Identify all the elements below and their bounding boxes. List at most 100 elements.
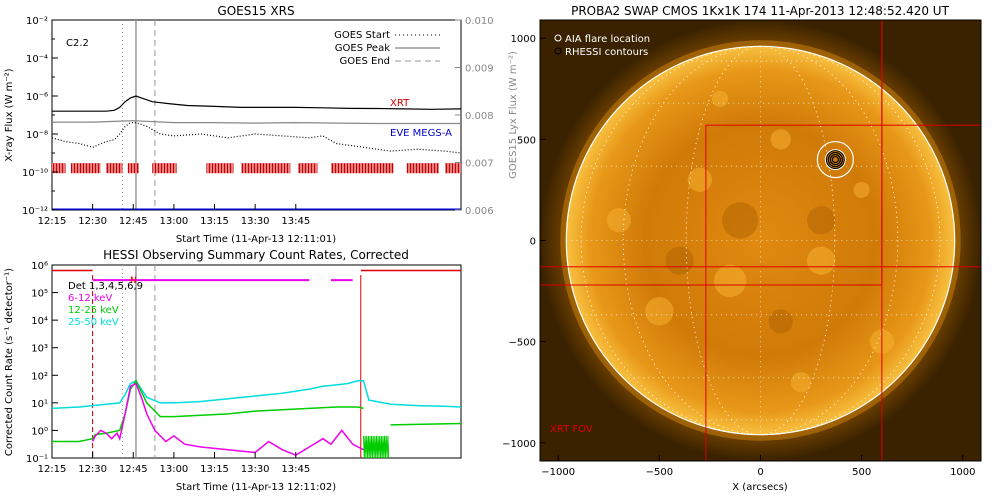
hessi-xtick-label: 12:45 — [119, 464, 148, 475]
goes-y2tick-label: 0.008 — [465, 111, 494, 122]
hessi-xlabel: Start Time (11-Apr-13 12:11:02) — [176, 482, 336, 493]
swap-title: PROBA2 SWAP CMOS 1Kx1K 174 11-Apr-2013 1… — [571, 4, 949, 18]
hessi-xtick-label: 13:45 — [281, 464, 310, 475]
xrt-fov-label: XRT FOV — [550, 424, 593, 435]
hessi-series-0 — [52, 379, 461, 410]
legend-goes-end: GOES End — [340, 56, 390, 67]
goes-annotation: C2.2 — [66, 38, 89, 49]
goes-xtick-label: 13:00 — [159, 216, 188, 227]
xrt-label: XRT — [390, 98, 410, 109]
hessi-ylabel: Corrected Count Rate (s⁻¹ detector⁻¹) — [4, 268, 15, 456]
rhessi-contour — [827, 151, 843, 168]
hessi-ytick-label: 10⁻¹ — [26, 454, 48, 465]
hessi-xtick-label: 12:30 — [78, 464, 107, 475]
goes-xtick-label: 12:15 — [38, 216, 67, 227]
active-region — [853, 181, 870, 199]
active-region — [606, 208, 632, 233]
legend-aia: AIA flare location — [565, 34, 650, 45]
goes-y2tick-label: 0.010 — [465, 16, 494, 27]
goes-ylabel: X-ray Flux (W m⁻²) — [4, 68, 15, 161]
swap-legend: AIA flare location RHESSI contours — [554, 34, 650, 58]
swap-image-panel: PROBA2 SWAP CMOS 1Kx1K 174 11-Apr-2013 1… — [502, 4, 982, 493]
legend-goes-peak: GOES Peak — [335, 43, 390, 54]
active-region — [807, 246, 836, 275]
xrt-bar-2 — [106, 163, 123, 174]
active-region — [645, 297, 674, 326]
hessi-ytick-label: 10⁴ — [31, 316, 48, 327]
xrt-bar-8 — [330, 163, 394, 174]
swap-xtick-label: 0 — [757, 467, 763, 478]
xrt-bar-4 — [152, 163, 177, 174]
goes-ytick-label: 10⁻⁴ — [26, 54, 48, 65]
goes-xrs-panel: GOES15 XRS 10⁻¹² 10⁻¹⁰ 10⁻⁸ 10⁻⁶ 10⁻⁴ 10⁻² 0.… — [4, 4, 519, 245]
hessi-title: HESSI Observing Summary Count Rates, Cor… — [103, 248, 409, 262]
goes-series-0 — [52, 95, 461, 112]
swap-xtick-label: 1000 — [950, 467, 975, 478]
swap-xtick-label: −1000 — [541, 467, 575, 478]
rhessi-contour — [829, 153, 841, 166]
xrt-bar-0 — [52, 163, 66, 174]
goes-series-2 — [52, 120, 461, 125]
swap-xlabel: X (arcsecs) — [732, 482, 788, 493]
legend-rhessi: RHESSI contours — [565, 47, 648, 58]
hessi-series-2 — [91, 382, 364, 457]
legend-12-25: 12-25 keV — [68, 305, 119, 316]
goes-series-1 — [52, 121, 461, 154]
swap-ytick-label: 0 — [530, 237, 536, 248]
swap-ytick-label: −500 — [509, 338, 536, 349]
hessi-ytick-label: 10² — [31, 371, 48, 382]
xrt-bar-6 — [241, 163, 291, 174]
hessi-ytick-label: 10⁰ — [31, 426, 48, 437]
legend-rhessi-symbol — [554, 47, 562, 55]
goes-title: GOES15 XRS — [217, 4, 294, 18]
legend-25-50: 25-50 keV — [68, 317, 119, 328]
legend-aia-symbol — [554, 34, 562, 42]
xrt-fov-box — [540, 20, 883, 286]
dark-region — [768, 309, 793, 334]
goes-y2tick-label: 0.007 — [465, 159, 494, 170]
hessi-legend: Det 1,3,4,5,6,9 6-12 keV 12-25 keV 25-50… — [68, 281, 143, 328]
goes-xtick-label: 13:15 — [200, 216, 229, 227]
goes-ytick-label: 10⁻¹² — [22, 206, 48, 217]
xrt-bar-7 — [298, 163, 318, 174]
hessi-ytick-label: 10³ — [31, 344, 48, 355]
sun-disk — [566, 46, 955, 435]
goes-ytick-label: 10⁻² — [26, 16, 48, 27]
active-region — [713, 264, 747, 298]
hessi-green-tail — [363, 435, 390, 458]
active-region — [687, 167, 712, 192]
hessi-xtick-label: 13:15 — [200, 464, 229, 475]
goes-y2tick-label: 0.009 — [465, 64, 494, 75]
swap-xtick-label: −500 — [646, 467, 673, 478]
eve-label: EVE MEGS-A — [390, 128, 452, 139]
goes-ytick-label: 10⁻⁸ — [26, 130, 48, 141]
hessi-ytick-label: 10¹ — [31, 399, 48, 410]
goes-xtick-label: 12:45 — [119, 216, 148, 227]
hessi-ytick-label: 10⁶ — [31, 261, 48, 272]
goes-xtick-label: 12:30 — [78, 216, 107, 227]
goes-y2tick-label: 0.006 — [465, 206, 494, 217]
xrt-bar-9 — [406, 163, 440, 174]
swap-ytick-label: −1000 — [502, 439, 536, 450]
goes-ytick-label: 10⁻⁶ — [26, 92, 48, 103]
goes-xtick-label: 13:30 — [241, 216, 270, 227]
lon-line — [685, 45, 836, 436]
legend-det: Det 1,3,4,5,6,9 — [68, 281, 143, 292]
hessi-green-tail-line — [390, 422, 461, 426]
hessi-xtick-label: 13:00 — [159, 464, 188, 475]
active-region — [770, 129, 791, 150]
goes-xtick-label: 13:45 — [281, 216, 310, 227]
hessi-xtick-label: 12:15 — [38, 464, 67, 475]
active-region — [711, 90, 729, 107]
goes-legend: GOES Start GOES Peak GOES End — [334, 30, 440, 67]
swap-ytick-label: 1000 — [511, 34, 536, 45]
xrt-fov-box — [540, 20, 981, 268]
dark-region — [665, 246, 694, 275]
active-region — [790, 371, 812, 393]
hessi-panel: HESSI Observing Summary Count Rates, Cor… — [4, 248, 462, 493]
rhessi-contour — [831, 155, 839, 164]
legend-goes-start: GOES Start — [334, 30, 390, 41]
xrt-fov-box — [705, 124, 981, 461]
legend-6-12: 6-12 keV — [68, 293, 112, 304]
